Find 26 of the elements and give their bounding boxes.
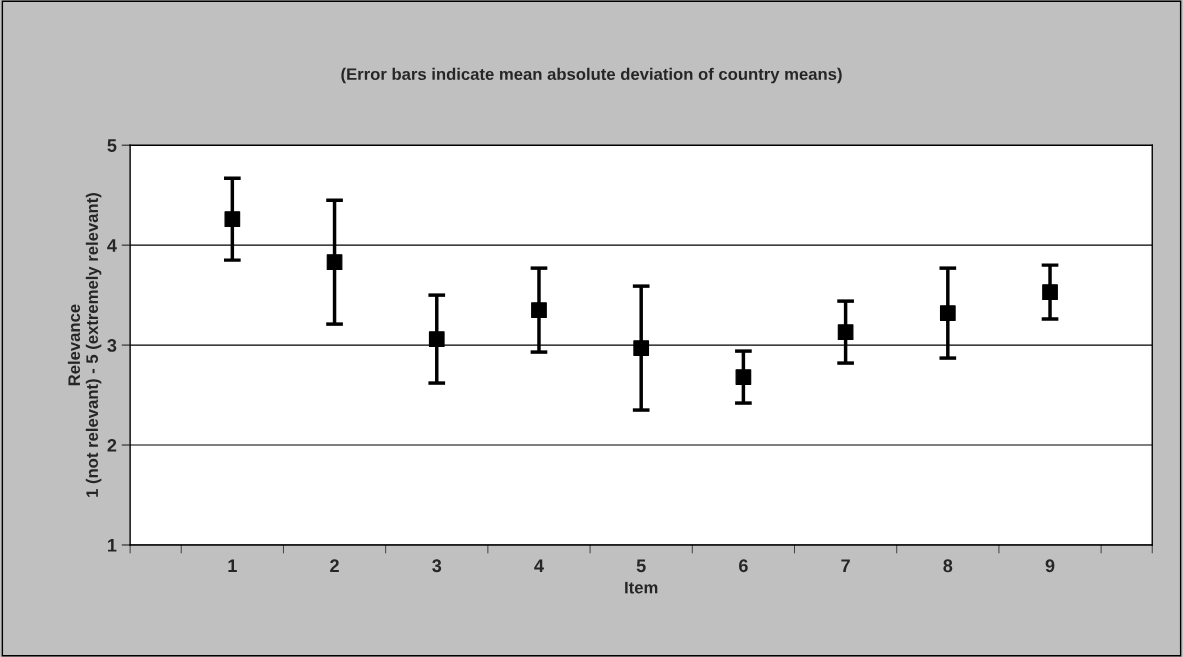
y-axis-title: Relevance 1 (not relevant) - 5 (extremely relevant) [67,193,102,497]
x-tick-label: 5 [636,559,646,573]
x-tick-label: 1 [228,559,237,572]
x-tick-label: 3 [432,559,442,573]
point [1042,284,1058,300]
y-tick-label: 2 [107,438,117,452]
point [939,305,956,321]
x-tick-label: 7 [841,559,850,572]
y-tick-label: 3 [107,339,117,352]
x-tick-label: 2 [330,559,339,572]
x-tick-label: 9 [1045,559,1055,573]
y-tick-label: 1 [108,539,117,552]
chart-title: (Error bars indicate mean absolute deviation of country means) [341,67,842,84]
point [633,340,650,356]
point [224,211,241,228]
y-tick-label: 5 [107,139,117,152]
y-tick-label: 4 [107,239,117,252]
point [735,369,752,385]
x-tick-label: 6 [739,559,748,573]
point [531,302,547,318]
point [428,331,445,347]
x-tick-label: 4 [534,559,544,572]
point [837,324,854,340]
x-tick-label: 8 [943,559,953,573]
x-axis-title: Item [625,581,658,594]
point [326,254,343,271]
